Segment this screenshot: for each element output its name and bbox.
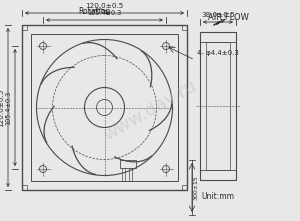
Text: 38.0±0.5: 38.0±0.5 [201,12,235,18]
Text: 120.0±0.5: 120.0±0.5 [85,3,124,9]
Text: 120.0±0.5: 120.0±0.5 [0,88,4,127]
Text: AIR FLOW: AIR FLOW [208,13,248,23]
Text: 105.4±0.3: 105.4±0.3 [5,90,11,125]
Bar [200,32,236,180]
Bar [22,25,27,30]
Bar [22,25,187,190]
Text: Unit:mm: Unit:mm [202,192,235,201]
Text: 105.4±0.3: 105.4±0.3 [87,10,122,16]
Bar [182,25,187,30]
Text: 4- φ4.4±0.3: 4- φ4.4±0.3 [197,50,239,56]
Text: 300±15: 300±15 [194,175,199,200]
Text: www.dav.ru: www.dav.ru [100,76,200,145]
Bar [119,160,136,168]
Bar [182,185,187,190]
Bar [31,34,178,181]
Bar [22,185,27,190]
Text: Rotation: Rotation [78,6,111,15]
Bar [206,42,230,170]
